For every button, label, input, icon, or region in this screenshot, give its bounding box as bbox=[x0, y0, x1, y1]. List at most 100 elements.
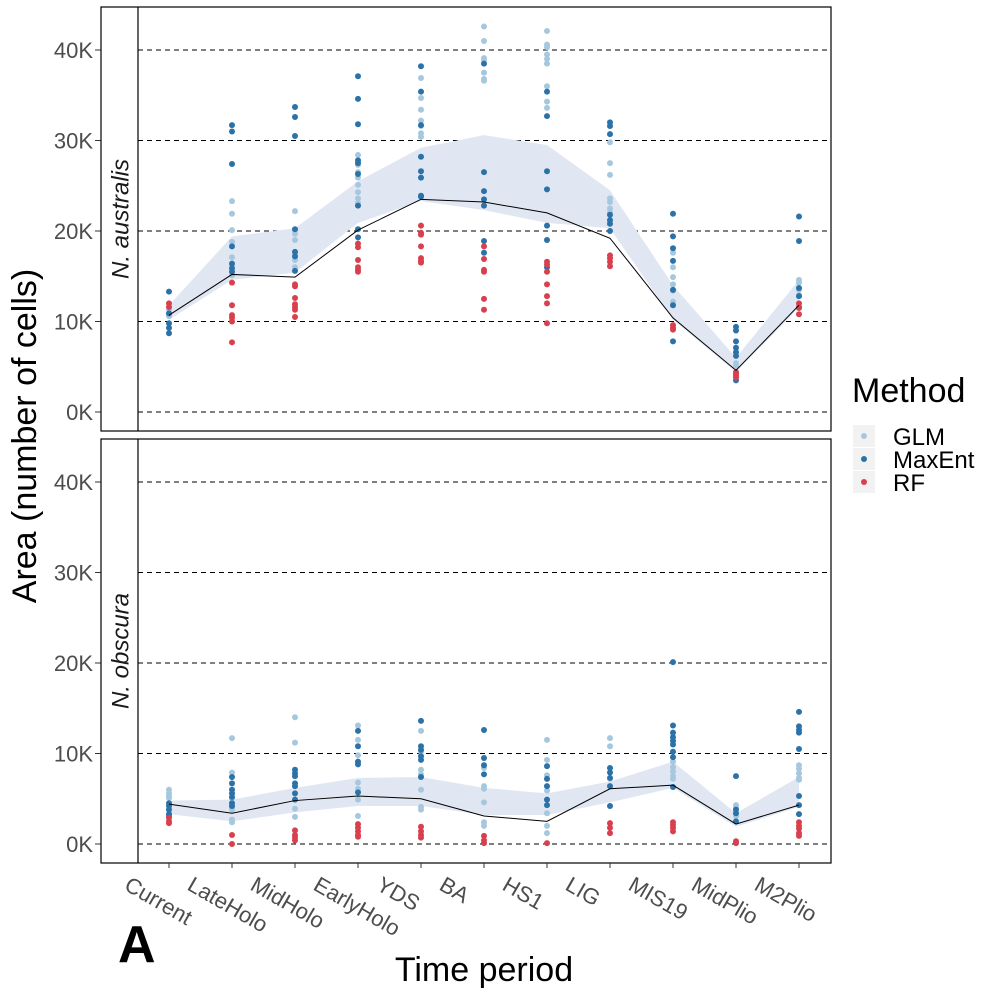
point-maxent bbox=[418, 122, 424, 129]
x-tick-label: BA bbox=[436, 872, 474, 908]
point-rf bbox=[355, 244, 361, 251]
point-glm bbox=[733, 362, 739, 369]
point-glm bbox=[355, 181, 361, 188]
point-glm bbox=[796, 765, 802, 772]
legend-symbol bbox=[861, 456, 867, 462]
point-maxent bbox=[670, 722, 676, 729]
y-tick-label: 30K bbox=[54, 561, 93, 586]
point-maxent bbox=[544, 186, 550, 193]
point-maxent bbox=[229, 774, 235, 781]
point-glm bbox=[481, 799, 487, 806]
point-maxent bbox=[229, 161, 235, 168]
point-maxent bbox=[292, 267, 298, 274]
point-maxent bbox=[607, 783, 613, 790]
point-rf bbox=[418, 231, 424, 238]
y-tick-label: 0K bbox=[66, 400, 93, 425]
point-maxent bbox=[229, 243, 235, 250]
point-glm bbox=[544, 756, 550, 763]
point-maxent bbox=[292, 226, 298, 233]
point-glm bbox=[418, 806, 424, 813]
y-axis-title: Area (number of cells) bbox=[6, 269, 44, 603]
point-rf bbox=[481, 256, 487, 263]
point-glm bbox=[607, 735, 613, 742]
y-tick-label: 40K bbox=[54, 38, 93, 63]
panel-n-australis: 0K 10K 20K 30K 40K N. australis bbox=[54, 6, 832, 432]
y-tick-label: 0K bbox=[66, 832, 93, 857]
point-glm bbox=[670, 764, 676, 771]
point-rf bbox=[544, 840, 550, 847]
point-maxent bbox=[733, 810, 739, 817]
panels: 0K 10K 20K 30K 40K N. australis 0K 10K 20K 30K 40K… bbox=[54, 6, 832, 864]
point-maxent bbox=[481, 762, 487, 769]
point-maxent bbox=[355, 170, 361, 177]
point-maxent bbox=[733, 327, 739, 334]
point-maxent bbox=[229, 260, 235, 267]
point-maxent bbox=[418, 774, 424, 781]
point-rf bbox=[166, 820, 172, 827]
point-glm bbox=[544, 83, 550, 90]
point-rf bbox=[418, 222, 424, 229]
point-maxent bbox=[418, 756, 424, 763]
legend-title: Method bbox=[852, 372, 965, 410]
point-maxent bbox=[292, 104, 298, 111]
point-glm bbox=[229, 735, 235, 742]
y-tick-label: 10K bbox=[54, 742, 93, 767]
point-glm bbox=[355, 195, 361, 202]
point-rf bbox=[607, 824, 613, 831]
point-rf bbox=[229, 841, 235, 847]
point-glm bbox=[355, 752, 361, 759]
legend-symbol bbox=[861, 479, 867, 485]
point-glm bbox=[607, 199, 613, 206]
point-glm bbox=[229, 819, 235, 826]
panel-n-obscura: 0K 10K 20K 30K 40K N. obscura bbox=[54, 438, 832, 864]
point-maxent bbox=[733, 773, 739, 780]
point-rf bbox=[355, 256, 361, 263]
point-rf bbox=[229, 831, 235, 838]
point-glm bbox=[670, 758, 676, 765]
point-maxent bbox=[292, 253, 298, 260]
point-maxent bbox=[544, 237, 550, 244]
point-maxent bbox=[796, 811, 802, 818]
point-glm bbox=[229, 254, 235, 261]
point-maxent bbox=[544, 775, 550, 782]
point-maxent bbox=[481, 755, 487, 762]
point-glm bbox=[292, 805, 298, 812]
point-glm bbox=[418, 94, 424, 101]
point-glm bbox=[544, 98, 550, 105]
point-glm bbox=[355, 736, 361, 743]
point-maxent bbox=[418, 153, 424, 160]
point-maxent bbox=[733, 344, 739, 351]
point-maxent bbox=[607, 228, 613, 234]
point-maxent bbox=[670, 286, 676, 293]
legend-label: GLM bbox=[893, 424, 945, 451]
point-glm bbox=[481, 77, 487, 84]
point-glm bbox=[796, 770, 802, 777]
point-glm bbox=[229, 210, 235, 217]
point-glm bbox=[355, 779, 361, 786]
panel-border bbox=[100, 438, 832, 864]
point-maxent bbox=[796, 793, 802, 800]
legend-symbol bbox=[861, 433, 867, 439]
y-tick-label: 20K bbox=[54, 219, 93, 244]
point-rf bbox=[544, 268, 550, 275]
point-maxent bbox=[796, 729, 802, 736]
point-glm bbox=[544, 104, 550, 111]
point-rf bbox=[481, 243, 487, 250]
point-maxent bbox=[166, 324, 172, 331]
point-maxent bbox=[481, 771, 487, 778]
point-maxent bbox=[481, 726, 487, 733]
legend-entry-glm: GLM bbox=[853, 424, 945, 451]
point-glm bbox=[229, 198, 235, 205]
point-rf bbox=[733, 840, 739, 847]
point-glm bbox=[670, 264, 676, 271]
point-maxent bbox=[544, 796, 550, 803]
point-glm bbox=[418, 766, 424, 773]
point-maxent bbox=[733, 352, 739, 359]
point-glm bbox=[607, 160, 613, 167]
point-glm bbox=[355, 796, 361, 803]
point-rf bbox=[229, 302, 235, 309]
point-glm bbox=[544, 810, 550, 817]
x-tick-label: HS1 bbox=[499, 872, 549, 915]
y-tick-label: 20K bbox=[54, 651, 93, 676]
point-maxent bbox=[544, 763, 550, 770]
